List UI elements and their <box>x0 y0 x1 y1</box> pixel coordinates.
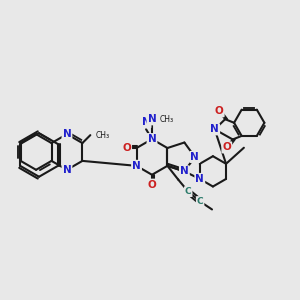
Text: N: N <box>148 114 156 124</box>
Text: N: N <box>180 167 189 176</box>
Text: O: O <box>122 143 131 153</box>
Text: C: C <box>197 197 203 206</box>
Text: O: O <box>148 180 156 190</box>
Text: N: N <box>148 134 156 144</box>
Text: N: N <box>210 124 219 134</box>
Text: N: N <box>142 117 150 127</box>
Text: C: C <box>185 187 191 196</box>
Text: N: N <box>63 165 71 175</box>
Text: CH₃: CH₃ <box>95 130 110 140</box>
Text: N: N <box>195 174 204 184</box>
Text: O: O <box>222 142 231 152</box>
Text: N: N <box>63 129 71 139</box>
Text: O: O <box>215 106 224 116</box>
Text: CH₃: CH₃ <box>160 115 174 124</box>
Text: N: N <box>132 161 141 171</box>
Text: N: N <box>190 152 199 162</box>
